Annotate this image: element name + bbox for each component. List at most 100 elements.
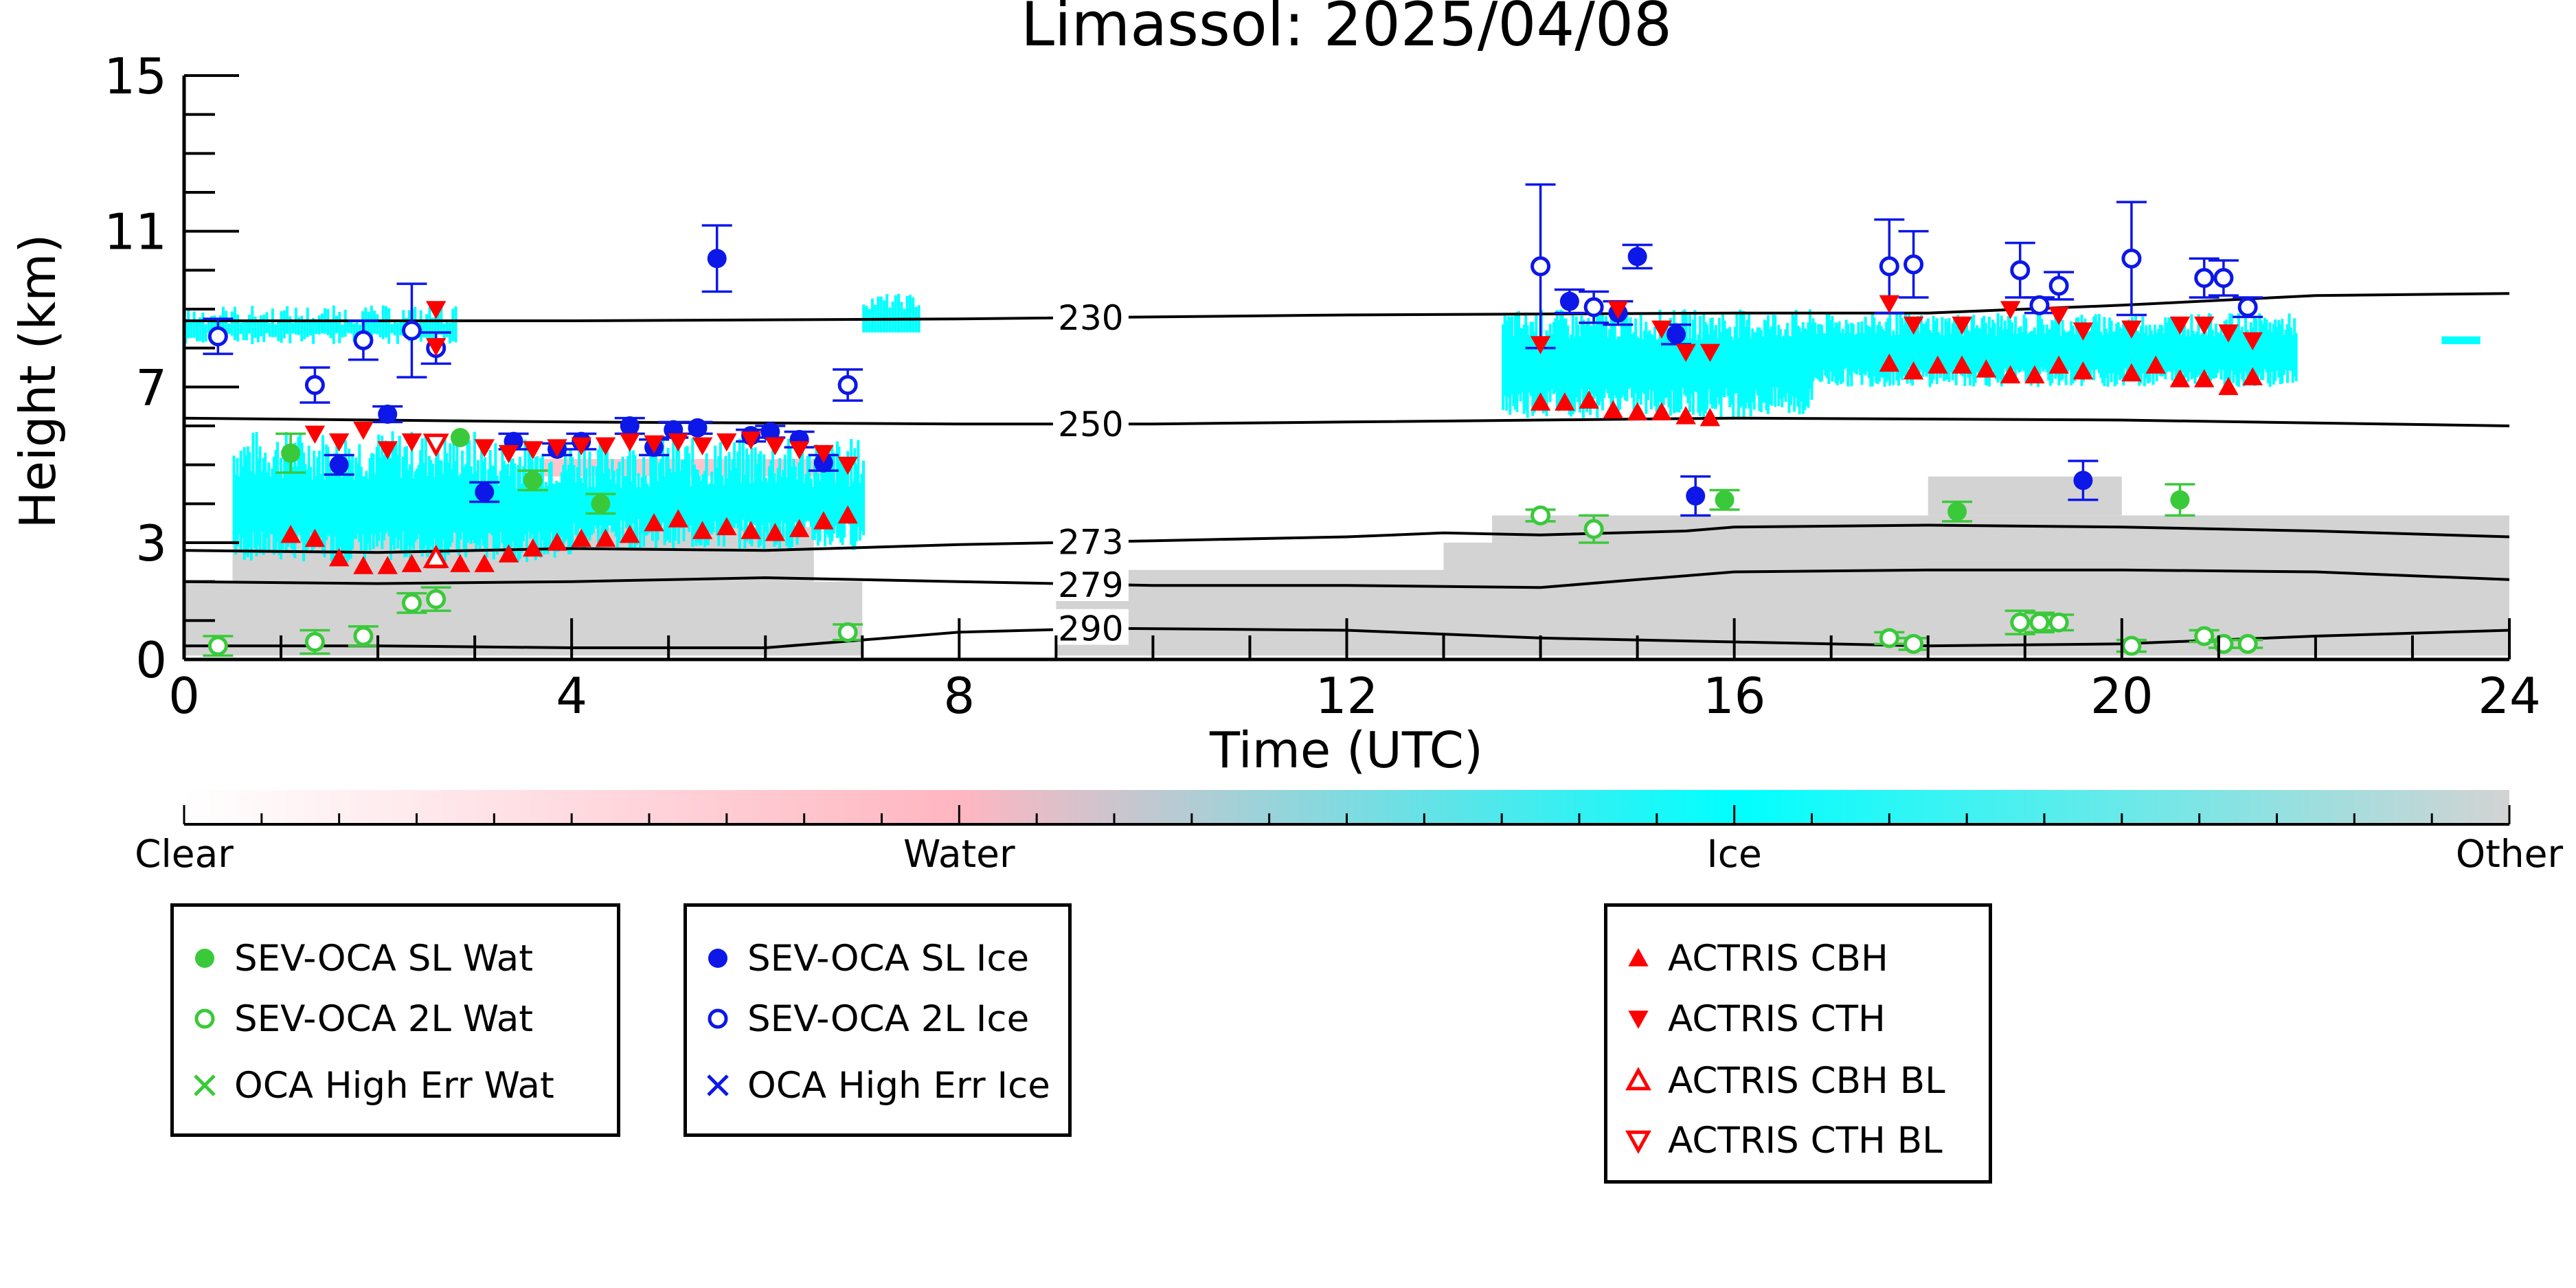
data-point	[523, 441, 543, 460]
cloud-streak	[2286, 324, 2290, 383]
cloud-streak	[466, 433, 469, 543]
data-point	[426, 338, 447, 357]
cloud-streak	[2267, 330, 2270, 384]
data-point	[377, 556, 398, 574]
cloud-streak	[837, 447, 841, 538]
data-point	[1628, 1010, 1649, 1029]
cloud-streak	[425, 314, 429, 338]
cloud-streak	[1751, 328, 1754, 403]
cloud-streak	[1953, 319, 1956, 368]
cloud-streak	[682, 460, 686, 541]
cloud-streak	[2251, 327, 2255, 374]
cloud-streak	[783, 455, 787, 523]
cloud-streak	[1700, 339, 1704, 411]
cloud-streak	[1897, 335, 1900, 386]
cloud-streak	[457, 475, 461, 556]
cloud-streak	[1627, 323, 1630, 389]
cloud-streak	[1974, 328, 1977, 383]
series-sev-oca-2l-ice	[203, 183, 2263, 404]
cloud-streak	[1754, 332, 1758, 390]
cloud-streak	[1851, 324, 1855, 372]
cloud-streak	[307, 445, 310, 539]
cloud-streak	[1772, 315, 1775, 387]
cloud-streak	[1680, 334, 1683, 410]
cloud-streak	[1735, 313, 1739, 394]
cloud-streak	[1832, 327, 1835, 377]
cloud-streak	[317, 315, 321, 335]
cloud-streak	[2007, 316, 2010, 370]
cloud-streak	[2050, 320, 2054, 383]
cloud-streak	[604, 442, 607, 530]
cloud-streak	[2272, 324, 2275, 385]
cloud-streak	[417, 464, 420, 534]
cloud-streak	[343, 309, 347, 337]
cloud-streak	[433, 316, 437, 344]
cloud-streak	[358, 444, 361, 543]
series-sev-oca-sl-ice	[324, 224, 2099, 517]
cloud-streak	[368, 457, 372, 551]
cloud-streak	[1613, 315, 1616, 396]
cloud-streak	[705, 453, 708, 545]
cloud-streak	[1840, 332, 1843, 385]
data-point	[2237, 297, 2258, 317]
legend-actris: ACTRIS CBH ACTRIS CTH ACTRIS CBH BL ACTRIS …	[1604, 903, 1992, 1184]
cloud-streak	[699, 480, 703, 545]
cloud-streak	[419, 450, 422, 550]
cloud-streak	[394, 442, 398, 538]
cloud-streak	[385, 453, 389, 532]
cloud-streak	[2077, 317, 2080, 370]
cloud-streak	[2248, 336, 2251, 376]
cloud-streak	[640, 476, 644, 533]
cloud-streak	[1844, 319, 1848, 368]
cloud-streak	[304, 464, 307, 552]
cloud-streak	[2242, 332, 2246, 387]
cloud-streak	[300, 442, 304, 543]
cloud-streak	[1740, 311, 1743, 407]
cloud-streak	[1719, 332, 1723, 418]
cloud-streak	[2061, 319, 2064, 380]
data-point	[595, 528, 616, 547]
cloud-streak	[295, 466, 298, 539]
cloud-streak	[1914, 322, 1918, 370]
cloud-streak	[579, 477, 583, 528]
cloud-streak	[253, 316, 257, 338]
cloud-streak	[370, 305, 373, 340]
legend-item: OCA High Err Ice	[694, 1061, 1050, 1109]
data-point	[1603, 400, 1624, 419]
cloud-streak	[877, 296, 880, 332]
cloud-streak	[642, 457, 646, 547]
cloud-streak	[578, 449, 581, 529]
cloud-streak	[623, 475, 626, 521]
cloud-streak	[2237, 313, 2240, 387]
cloud-streak	[478, 482, 482, 550]
cloud-streak	[2097, 314, 2101, 374]
cloud-streak	[2164, 317, 2167, 380]
cloud-streak	[1578, 336, 1581, 413]
cloud-streak	[1509, 317, 1512, 415]
cloud-streak	[1818, 324, 1822, 382]
cloud-streak	[326, 447, 330, 535]
x-tick-label: 16	[1703, 667, 1766, 725]
cloud-streak	[710, 471, 714, 535]
cloud-streak	[431, 317, 434, 343]
cloud-streak	[2165, 323, 2169, 372]
cloud-streak	[2057, 317, 2061, 386]
cloud-streak	[2230, 314, 2233, 371]
cloud-streak	[1642, 330, 1646, 394]
cloud-streak	[1686, 339, 1690, 403]
cloud-streak	[291, 466, 295, 555]
cloud-streak	[260, 315, 263, 337]
data-point	[2194, 268, 2215, 289]
cloud-streak	[741, 438, 745, 520]
cloud-streak	[1820, 325, 1824, 382]
cloud-streak	[1972, 315, 1976, 387]
cloud-streak	[2047, 329, 2050, 381]
cloud-streak	[381, 436, 384, 550]
cloud-streak	[631, 450, 635, 523]
cloud-streak	[574, 482, 578, 535]
cloud-streak	[2252, 317, 2256, 387]
cloud-streak	[1583, 325, 1587, 407]
data-point	[707, 249, 727, 269]
cloud-streak	[1925, 321, 1928, 377]
cloud-streak	[789, 446, 792, 549]
